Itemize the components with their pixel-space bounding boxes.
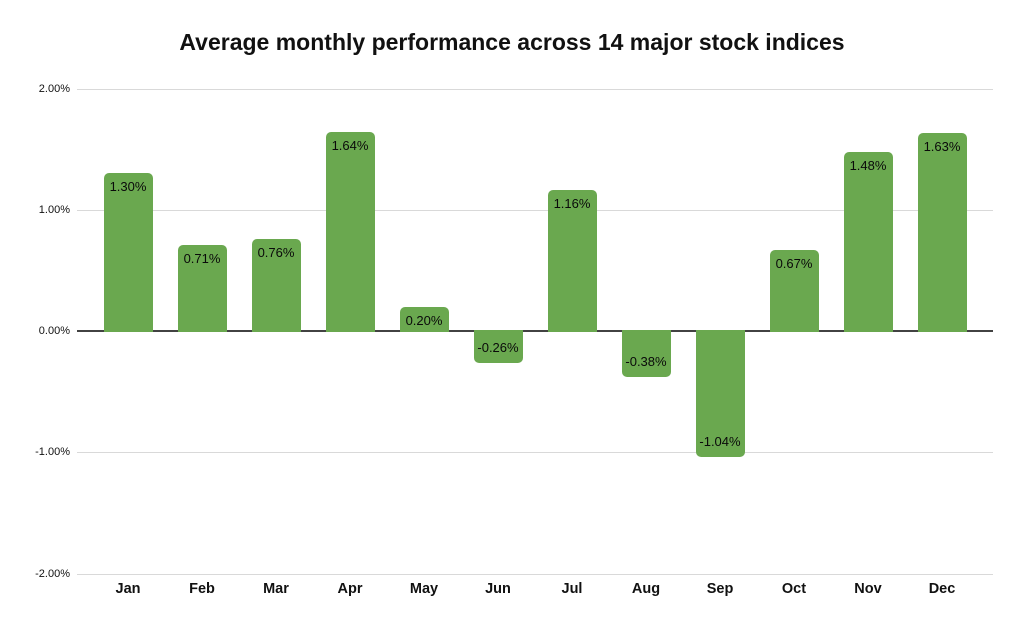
x-axis-month-label: Jan [115, 581, 141, 597]
x-axis-month-label: Sep [706, 581, 734, 597]
bar-value-label: 1.48% [849, 157, 887, 173]
bar-jun [473, 330, 523, 363]
bar-may [399, 306, 449, 332]
gridline [77, 88, 993, 90]
bar-jan [103, 173, 153, 332]
gridline [77, 573, 993, 575]
bar-value-label: -1.04% [699, 434, 741, 450]
bar-value-label: 0.20% [405, 312, 443, 328]
x-axis-month-label: Mar [263, 581, 289, 597]
x-axis-zero-line [77, 330, 993, 332]
gridline [77, 209, 993, 211]
bar-nov [843, 151, 893, 332]
bar-value-label: -0.38% [625, 354, 667, 370]
y-axis-tick-label: -1.00% [35, 446, 70, 459]
chart-title: Average monthly performance across 14 ma… [179, 29, 845, 55]
x-axis-month-label: May [409, 581, 439, 597]
x-axis-month-label: Dec [928, 581, 956, 597]
x-axis-month-label: Aug [631, 581, 661, 597]
bar-value-label: 0.71% [183, 250, 221, 266]
gridline [77, 452, 993, 454]
x-axis-month-label: Oct [781, 581, 807, 597]
bar-apr [325, 132, 375, 332]
bar-feb [177, 244, 227, 332]
bar-dec [917, 133, 967, 332]
bar-value-label: 1.30% [109, 179, 147, 195]
y-axis-tick-label: 0.00% [38, 325, 70, 337]
bar-value-label: 0.76% [257, 244, 295, 260]
bar-value-label: 1.64% [331, 138, 369, 154]
bar-jul [547, 190, 597, 332]
x-axis-month-label: Jul [561, 581, 583, 597]
bar-sep [695, 330, 745, 458]
x-axis-month-label: Jun [485, 581, 511, 597]
y-axis-tick-label: -2.00% [35, 567, 70, 580]
bar-value-label: 0.67% [775, 255, 813, 271]
y-axis-tick-label: 2.00% [38, 82, 70, 95]
bar-value-label: 1.63% [923, 139, 961, 155]
x-axis-month-label: Nov [854, 581, 882, 597]
bar-value-label: 1.16% [553, 196, 591, 212]
bar-value-label: -0.26% [477, 339, 519, 355]
x-axis-month-label: Feb [189, 581, 215, 597]
y-axis-tick-label: 1.00% [38, 203, 70, 216]
bar-mar [251, 238, 301, 332]
bar-aug [621, 330, 671, 378]
x-axis-month-label: Apr [337, 581, 363, 597]
bar-oct [769, 249, 819, 332]
